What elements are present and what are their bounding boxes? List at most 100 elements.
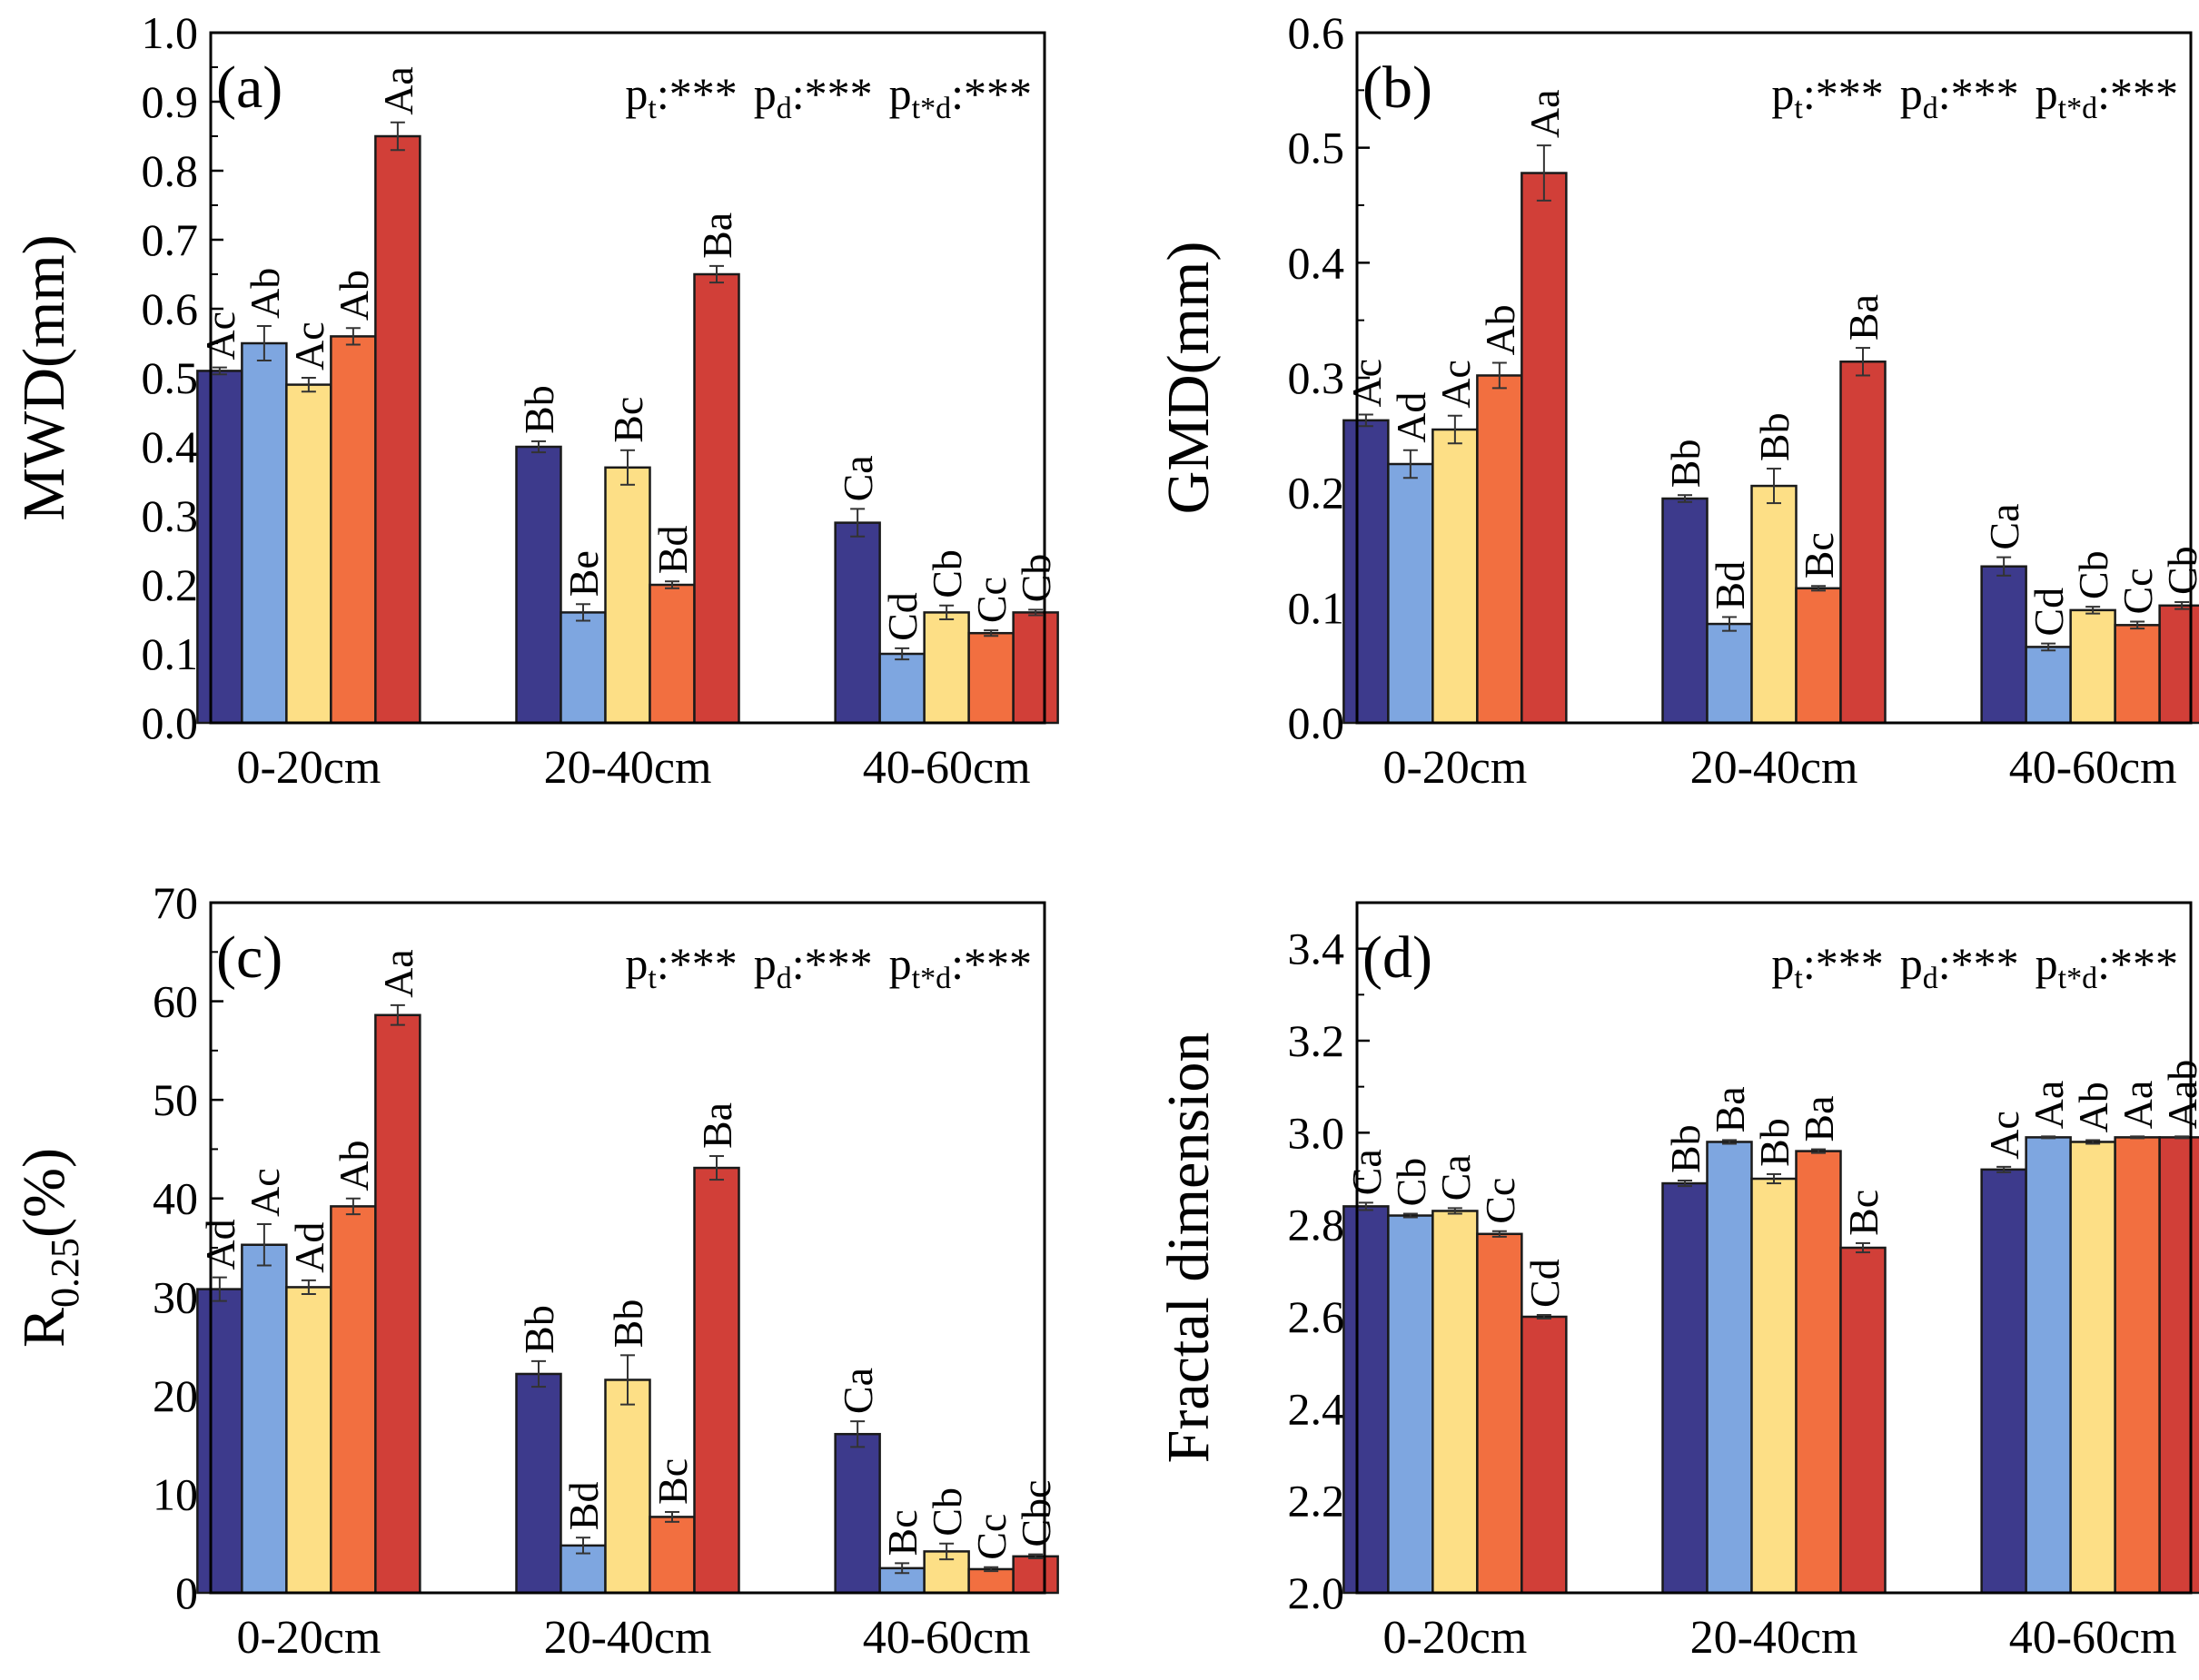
significance-label: Cd <box>2026 588 2072 637</box>
significance-label: Ad <box>1388 392 1434 443</box>
y-tick-label: 3.0 <box>1288 1107 1345 1158</box>
bar <box>330 1205 377 1595</box>
panel-3: 2.02.22.42.62.83.03.23.40-20cmCaCbCaCcCd… <box>1155 901 2199 1664</box>
p-symbol: p <box>1771 938 1794 989</box>
p-symbol: p <box>754 68 777 119</box>
significance-label: Bb <box>1751 1118 1798 1167</box>
significance-label: Bc <box>605 397 651 443</box>
y-tick-label: 0.9 <box>142 76 199 127</box>
bar <box>1839 361 1887 725</box>
significance-label: Ba <box>1707 1086 1753 1132</box>
bar <box>1387 1214 1434 1595</box>
significance-label: Cd <box>1521 1259 1568 1308</box>
p-values: pt:*** pd:*** pt*d:*** <box>1771 68 2178 125</box>
bar <box>649 583 696 725</box>
x-category-label: 0-20cm <box>1382 1612 1527 1664</box>
significance-label: Bb <box>605 1300 651 1349</box>
y-tick-label: 0 <box>175 1567 198 1618</box>
significance-label: Ca <box>835 455 881 501</box>
p-subscript: d <box>1923 962 1938 995</box>
bar <box>1342 1205 1390 1595</box>
x-category-label: 40-60cm <box>863 742 1031 794</box>
significance-label: Bc <box>1796 532 1842 578</box>
significance-label: Be <box>560 550 607 597</box>
significance-label: Aa <box>375 66 421 115</box>
y-tick-label: 0.5 <box>1288 123 1345 173</box>
plot-frame <box>209 31 1046 725</box>
p-subscript: d <box>777 92 792 125</box>
bar <box>1839 1246 1887 1595</box>
bar <box>2025 646 2072 725</box>
bar <box>1012 1555 1059 1595</box>
bar <box>1012 611 1059 725</box>
bar <box>1795 1150 1842 1595</box>
bar <box>923 611 970 725</box>
y-tick-label: 0.1 <box>142 628 199 679</box>
significance-label: Ca <box>835 1368 881 1414</box>
p-subscript: d <box>1923 92 1938 125</box>
bar <box>196 370 243 725</box>
significance-label: Ab <box>331 1140 377 1191</box>
y-tick-label: 2.8 <box>1288 1200 1345 1250</box>
significance-label: Ba <box>694 1102 740 1149</box>
p-subscript: t*d <box>912 92 951 125</box>
p-symbol: p <box>625 68 648 119</box>
significance-label: Ab <box>242 268 288 319</box>
significance-label: Cd <box>879 592 926 641</box>
panel-0: 0.0 0.1 0.2 0.3 0.4 0.5 0.6 0.7 0.8 0.9 1.0 0-20cm A… <box>11 7 1059 794</box>
significance-label: Ab <box>331 270 377 321</box>
p-symbol: p <box>1900 68 1923 119</box>
bar <box>241 1243 288 1595</box>
y-axis-label: MWD(mm) <box>11 234 77 520</box>
bar <box>374 1013 421 1595</box>
bar <box>560 611 607 725</box>
bar <box>878 652 926 725</box>
x-category-label: 0-20cm <box>1382 742 1527 794</box>
x-category-label: 40-60cm <box>863 1612 1031 1664</box>
significance-label: Aab <box>2159 1060 2199 1130</box>
y-axis-label-part: 0.25 <box>43 1238 87 1308</box>
significance-label: Cb <box>2070 550 2116 599</box>
significance-label: Ca <box>1432 1154 1479 1201</box>
x-category-label: 0-20cm <box>236 1612 381 1664</box>
bar <box>285 1286 332 1595</box>
bar <box>604 1379 651 1595</box>
y-tick-label: 2.0 <box>1288 1567 1345 1618</box>
significance-label: Cc <box>1477 1178 1523 1224</box>
significance-label: Ac <box>1981 1111 2027 1160</box>
x-category-label: 20-40cm <box>1690 1612 1858 1664</box>
y-axis-label-part: R <box>11 1308 77 1348</box>
y-tick-label: 0.2 <box>1288 468 1345 519</box>
bar <box>1520 1315 1568 1595</box>
bar <box>1706 1141 1753 1595</box>
bar <box>1980 1168 2027 1595</box>
y-tick-label: 0.2 <box>142 559 199 610</box>
plot-frame <box>209 901 1046 1595</box>
p-stars: :*** <box>1803 938 1884 989</box>
significance-label: Ac <box>1432 360 1479 409</box>
p-stars: :*** <box>792 938 873 989</box>
p-stars: :*** <box>1803 68 1884 119</box>
significance-label: Bb <box>1751 412 1798 461</box>
significance-label: Bb <box>1662 1124 1709 1173</box>
bar <box>2069 608 2116 725</box>
p-symbol: p <box>754 938 777 989</box>
bar <box>2158 604 2199 725</box>
y-tick-label: 2.6 <box>1288 1291 1345 1342</box>
y-tick-label: 20 <box>153 1370 198 1421</box>
significance-label: Ca <box>1981 503 2027 549</box>
x-category-label: 40-60cm <box>2009 742 2177 794</box>
significance-label: Bc <box>649 1458 696 1505</box>
bar <box>515 1372 562 1595</box>
significance-label: Ac <box>242 1168 288 1217</box>
y-tick-label: 0.6 <box>1288 7 1345 58</box>
bar <box>241 341 288 725</box>
y-tick-label: 30 <box>153 1271 198 1322</box>
p-stars: :*** <box>657 938 738 989</box>
p-symbol: p <box>2036 68 2058 119</box>
bar <box>1750 1177 1798 1595</box>
p-subscript: t <box>1794 962 1803 995</box>
y-axis-label-part: MWD(mm) <box>11 234 77 520</box>
x-category-label: 40-60cm <box>2009 1612 2177 1664</box>
